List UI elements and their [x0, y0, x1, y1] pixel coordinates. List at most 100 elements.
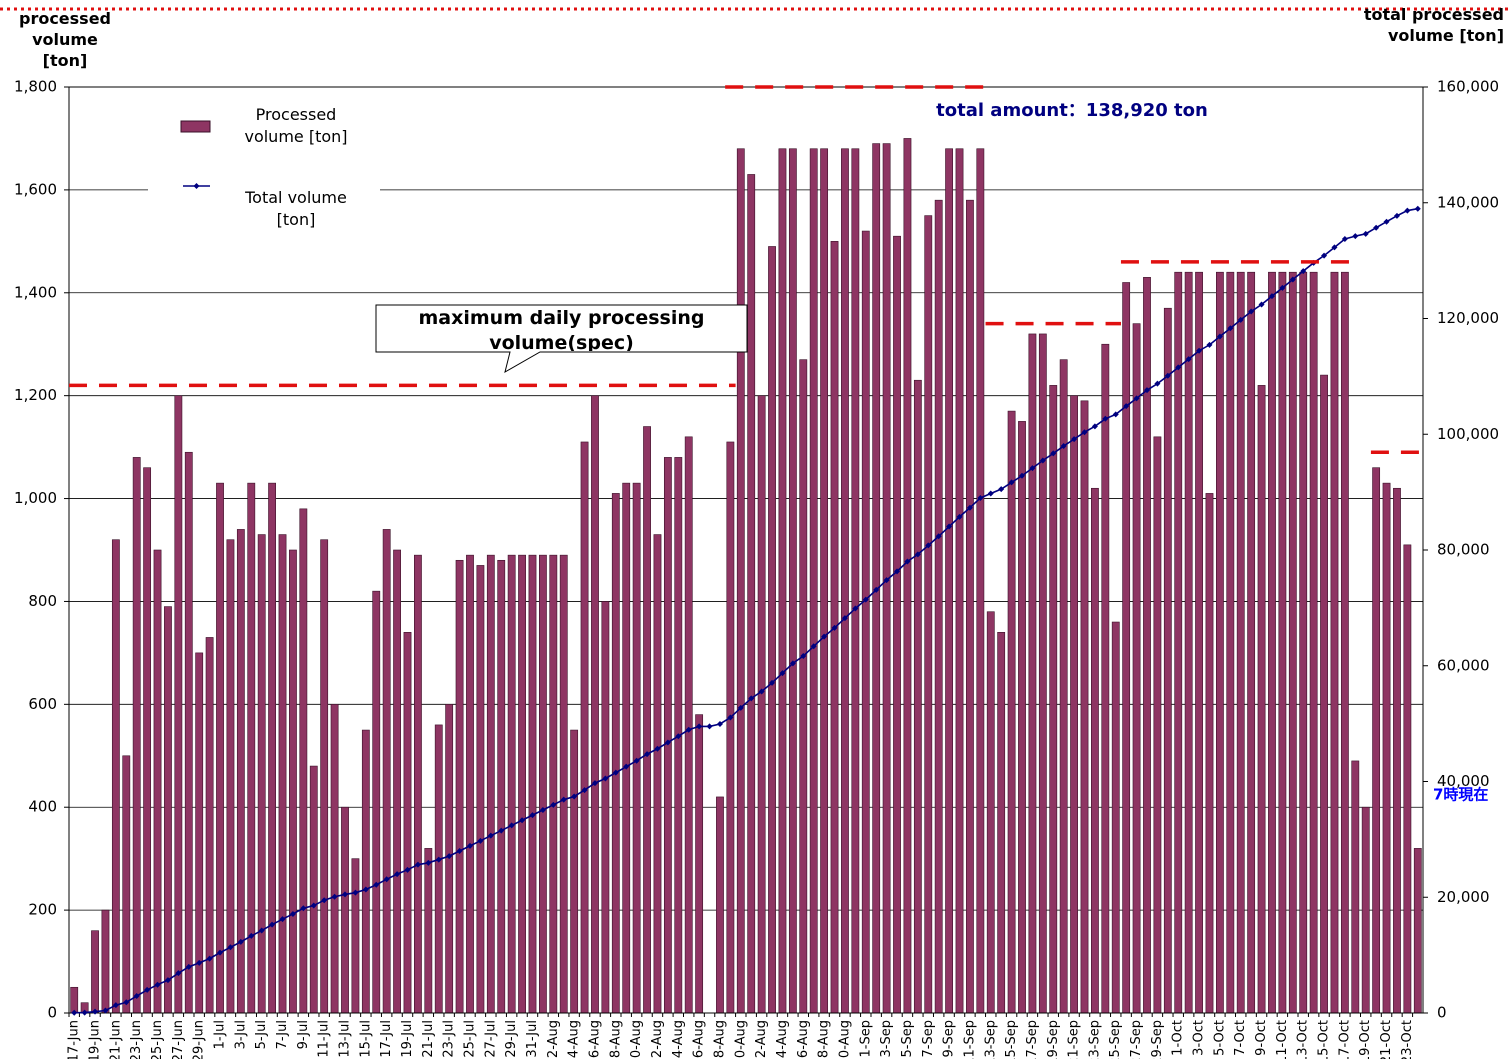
bars [70, 138, 1422, 1014]
legend-label-box: Total volume [ton] [245, 188, 347, 229]
line-marker [977, 494, 984, 501]
bar [1091, 487, 1099, 1014]
line-marker [92, 1008, 99, 1015]
line-marker [1383, 218, 1390, 225]
line-marker [862, 596, 869, 603]
y2-tick-label: 40,000 [1437, 772, 1490, 790]
x-tick-label: 19-Jun [88, 1020, 103, 1059]
line-marker [414, 861, 421, 868]
bar [1403, 544, 1412, 1014]
bar [1320, 374, 1328, 1014]
legend-label: Total volume [ton] [245, 188, 347, 229]
bar [1247, 271, 1256, 1014]
bar [1330, 271, 1339, 1014]
line-marker [1050, 450, 1057, 457]
line-marker [1300, 268, 1307, 275]
line-marker [758, 688, 765, 695]
line-marker [1112, 411, 1119, 418]
y2-title-box: total processed volume [ton] [1364, 5, 1504, 45]
line-marker [404, 866, 411, 873]
line-marker [1071, 436, 1078, 443]
bar [341, 806, 349, 1014]
x-tick-label: 11-Jul [317, 1020, 332, 1058]
bar [851, 148, 860, 1014]
bar [174, 395, 183, 1014]
time-annotation: 7時現在 [1433, 786, 1488, 804]
line-marker [1008, 479, 1015, 486]
x-tick-label: 6-Aug [587, 1020, 602, 1058]
x-tick-label: 23-Jul [442, 1020, 457, 1058]
x-tick-label: 7-Sep [921, 1020, 936, 1057]
x-tick-label: 5-Sep [900, 1020, 915, 1057]
line-marker [873, 586, 880, 593]
bar [289, 549, 297, 1014]
bar [538, 554, 547, 1014]
bar [403, 632, 412, 1014]
bar [559, 554, 568, 1014]
bar [1101, 343, 1110, 1014]
bar [195, 652, 204, 1014]
bar [861, 230, 870, 1014]
bar [1070, 395, 1078, 1014]
line-marker [331, 893, 338, 900]
bar [643, 426, 651, 1014]
bar [1268, 271, 1276, 1014]
bar [1216, 271, 1224, 1014]
bar [1132, 323, 1141, 1014]
line-marker [1227, 325, 1234, 332]
line-marker [425, 859, 432, 866]
x-tick-label: 5-Oct [1212, 1020, 1227, 1056]
x-tick-label: 28-Aug [817, 1020, 832, 1059]
line-marker [196, 959, 203, 966]
x-tick-label: 16-Aug [692, 1020, 707, 1059]
y2-tick-label: 140,000 [1437, 193, 1499, 211]
line-marker [1164, 372, 1171, 379]
bar [268, 482, 276, 1014]
x-tick-label: 29-Sep [1150, 1020, 1165, 1059]
line-marker [1175, 364, 1182, 371]
bar [164, 606, 172, 1014]
x-tick-label: 20-Aug [733, 1020, 748, 1059]
bar [872, 143, 881, 1014]
bar [1340, 271, 1349, 1014]
line-marker [81, 1009, 88, 1016]
line-marker [779, 670, 786, 677]
bar [278, 534, 287, 1014]
line-marker [1362, 230, 1369, 237]
total-line [74, 207, 1418, 1014]
line-marker [706, 723, 713, 730]
line-marker [227, 944, 234, 951]
line-marker [1352, 233, 1359, 240]
bar [143, 467, 152, 1014]
x-tick-label: 8-Aug [608, 1020, 623, 1058]
bar [570, 729, 579, 1014]
x-tick-label: 22-Aug [754, 1020, 769, 1059]
bar [820, 148, 829, 1014]
y-tick-label: 1,600 [14, 180, 57, 198]
line-marker [498, 827, 505, 834]
bar [1236, 271, 1245, 1014]
line-marker [602, 775, 609, 782]
bar [622, 482, 631, 1014]
line-marker [1196, 347, 1203, 354]
x-tick-label: 23-Jun [129, 1020, 144, 1059]
bar [1309, 271, 1318, 1014]
bar [393, 549, 401, 1014]
line-marker [1039, 457, 1046, 464]
line-marker [1133, 395, 1140, 402]
bar [330, 704, 339, 1014]
bar [663, 457, 672, 1014]
bar [111, 539, 120, 1014]
legend-label-box: Processed volume [ton] [244, 105, 347, 146]
x-tick-label: 17-Jul [379, 1020, 394, 1058]
total-annotation: total amount：138,920 ton [936, 100, 1208, 121]
bar [913, 379, 922, 1014]
bar [955, 148, 964, 1014]
bar [611, 493, 620, 1014]
line-marker [1237, 316, 1244, 323]
line-marker [1019, 472, 1026, 479]
line-marker [966, 504, 973, 511]
line-marker [539, 806, 546, 813]
line-marker [810, 643, 817, 650]
bar [528, 554, 537, 1014]
